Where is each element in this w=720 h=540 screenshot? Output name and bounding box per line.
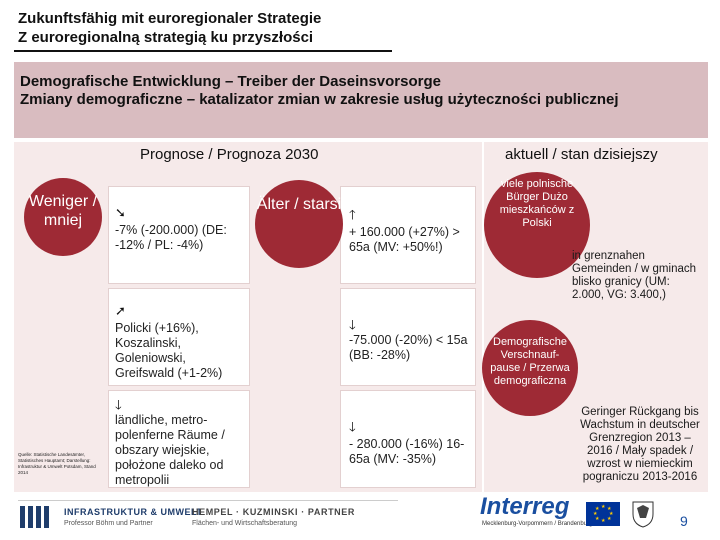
page-number: 9 [680,513,688,529]
arrow-down-icon: 🡓 [349,420,356,435]
crest-icon [632,501,654,528]
circle-older: Älter / starsi [255,180,343,268]
interreg-logo: Interreg [480,493,570,520]
title-line-de: Zukunftsfähig mit euroregionaler Strateg… [18,10,322,27]
arrow-up-icon: 🡑 [349,208,356,223]
topic-banner [14,62,708,138]
card-fewer-total: ➘ -7% (-200.000) (DE: -12% / PL: -4%) [108,186,250,284]
hkp-logo-name: HEMPEL · KUZMINSKI · PARTNER [192,507,355,517]
circle-polish-citizens: viele polnische Bürger Dużo mieszkańców … [484,172,590,278]
cell-text: ländliche, metro-polenferne Räume / obsz… [115,413,225,487]
circle-demographic-pause: Demografische Verschnauf-pause / Przerwa… [482,320,578,416]
arrow-down-icon: 🡓 [349,318,356,333]
cell-text: - 280.000 (-16%) 16-65a (MV: -35%) [349,437,465,466]
topic-banner-text: Demografische Entwicklung – Treiber der … [20,73,690,109]
interreg-logo-sub: Mecklenburg-Vorpommern / Brandenburg / P… [482,521,616,527]
forecast-heading: Prognose / Prognoza 2030 [140,146,319,163]
arrow-up-right-icon: ➚ [115,304,126,319]
eu-flag-icon: ★ ★ ★ ★ ★ ★ ★ ★ [586,502,620,526]
infrastruktur-logo-sub: Professor Böhm und Partner [64,520,153,527]
banner-line-pl: Zmiany demograficzne – katalizator zmian… [20,91,619,108]
current-heading: aktuell / stan dzisiejszy [505,146,658,163]
infrastruktur-logo-name: INFRASTRUKTUR & UMWELT [64,507,203,517]
source-note: Quelle: Statistische Landesämter, Statis… [18,452,96,475]
card-older-under15: 🡓 -75.000 (-20%) < 15a (BB: -28%) [340,288,476,386]
banner-line-de: Demografische Entwicklung – Treiber der … [20,73,441,90]
title-underline [14,50,392,52]
cell-text: Policki (+16%), Koszalinski, Goleniowski… [115,321,223,380]
arrow-down-icon: 🡓 [115,398,122,413]
demographic-pause-note: Geringer Rückgang bis Wachstum in deutsc… [580,406,700,483]
card-older-65plus: 🡑 + 160.000 (+27%) > 65a (MV: +50%!) [340,186,476,284]
cell-text: + 160.000 (+27%) > 65a (MV: +50%!) [349,225,460,254]
circle-fewer: Weniger / mniej [24,178,102,256]
infrastruktur-logo-icon [20,506,58,528]
hkp-logo-sub: Flächen- und Wirtschaftsberatung [192,520,298,527]
slide-title: Zukunftsfähig mit euroregionaler Strateg… [18,9,321,47]
card-fewer-growth: ➚ Policki (+16%), Koszalinski, Goleniows… [108,288,250,386]
cell-text: -75.000 (-20%) < 15a (BB: -28%) [349,333,468,362]
arrow-down-right-icon: ➘ [115,206,126,221]
card-fewer-rural: 🡓 ländliche, metro-polenferne Räume / ob… [108,390,250,488]
title-line-pl: Z euroregionalną strategią ku przyszłośc… [18,29,314,46]
polish-citizens-note: in grenznahen Gemeinden / w gminach blis… [572,250,697,301]
cell-text: -7% (-200.000) (DE: -12% / PL: -4%) [115,223,227,252]
card-older-workingage: 🡓 - 280.000 (-16%) 16-65a (MV: -35%) [340,390,476,488]
footer-divider [18,500,398,501]
